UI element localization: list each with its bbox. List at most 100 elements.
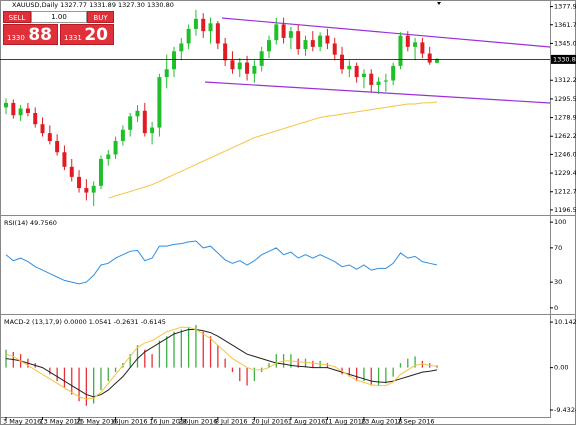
x-tick-label: 23 Aug 2016 [361, 418, 403, 425]
last-price-box [551, 54, 576, 64]
indicator-line [5, 329, 438, 398]
candle-body [113, 141, 118, 155]
candle-body [303, 40, 308, 50]
candle-body [55, 141, 60, 153]
candle-body [325, 35, 330, 44]
candle-body [288, 31, 293, 38]
y-tick-label: 70 [554, 244, 562, 252]
bid-small: 1330 [7, 34, 25, 42]
candle-body [193, 18, 198, 29]
y-tick-label: 1278.90 [554, 114, 576, 122]
candle-body [245, 62, 250, 74]
ask-big: 20 [84, 25, 108, 45]
candle-body [98, 158, 103, 186]
candle-body [369, 73, 374, 85]
channel-line [204, 81, 551, 104]
candle-body [354, 65, 359, 78]
candle-body [405, 35, 410, 47]
y-tick-label: 1262.25 [554, 132, 576, 140]
buy-button[interactable]: BUY [87, 11, 114, 23]
y-tick-label: 1212.75 [554, 188, 576, 196]
candle-body [150, 127, 155, 134]
y-tick-label: 0.00 [554, 364, 568, 372]
candle-body [435, 59, 439, 63]
candle-body [11, 102, 16, 116]
candle-body [186, 28, 191, 44]
lot-input[interactable]: 1.00 [31, 11, 87, 23]
candle-body [413, 42, 418, 47]
candle-body [391, 65, 396, 81]
candle-body [340, 54, 345, 70]
candle-body [172, 51, 177, 70]
x-tick-label: 28 Jun 2016 [178, 418, 217, 425]
candle-body [266, 40, 271, 52]
candle-body [383, 80, 388, 82]
candle-body [259, 51, 264, 66]
candle-body [398, 35, 403, 66]
candle-body [296, 31, 301, 50]
x-tick-label: 25 May 2016 [76, 418, 118, 425]
bid-big: 88 [28, 25, 52, 45]
candle-body [347, 65, 352, 70]
candle-body [252, 65, 257, 74]
macd-title: MACD-2 (13,17,9) 0.0000 1.0541 -0.2631 -… [4, 318, 166, 326]
candle-body [84, 188, 89, 193]
y-tick-label: 1361.70 [554, 21, 576, 29]
candle-body [77, 176, 82, 189]
y-tick-label: 1229.40 [554, 169, 576, 177]
candle-body [40, 124, 45, 134]
candle-body [128, 116, 133, 130]
shift-marker [437, 2, 441, 5]
indicator-line [5, 240, 438, 285]
candle-body [135, 110, 140, 117]
candle-body [4, 102, 8, 108]
y-tick-label: 1312.20 [554, 76, 576, 84]
y-tick-label: 1377.90 [554, 3, 576, 11]
y-tick-label: -9.4324 [554, 406, 576, 414]
candle-body [215, 23, 220, 44]
indicator-line [5, 326, 438, 400]
candle-body [208, 23, 213, 32]
candle-body [310, 40, 315, 47]
y-tick-label: 1246.05 [554, 150, 576, 158]
ask-price[interactable]: 1331 20 [60, 24, 114, 45]
candle-body [25, 108, 30, 113]
candle-body [318, 35, 323, 47]
candle-body [120, 129, 125, 142]
y-tick-label: 1196.55 [554, 206, 576, 214]
x-tick-label: 6 Jun 2016 [113, 418, 148, 425]
candle-body [201, 18, 206, 32]
sell-button[interactable]: SELL [3, 11, 31, 23]
candle-body [18, 108, 23, 116]
candle-body [420, 42, 425, 54]
last-price-label: 1330.80 [553, 55, 576, 63]
candle-body [91, 185, 96, 193]
candle-body [179, 43, 184, 52]
x-tick-label: 3 May 2016 [3, 418, 41, 425]
candle-body [223, 43, 228, 61]
y-tick-label: 0 [554, 304, 558, 312]
candle-body [164, 69, 169, 78]
candle-body [376, 81, 381, 85]
candle-body [33, 112, 38, 125]
candle-body [332, 43, 337, 55]
ask-small: 1331 [64, 34, 82, 42]
y-tick-label: 1345.05 [554, 39, 576, 47]
x-tick-label: 8 Jul 2016 [215, 418, 248, 425]
chart-title: XAUUSD,Daily 1327.77 1331.89 1327.30 133… [12, 1, 174, 9]
candle-body [281, 24, 286, 38]
candle-body [237, 62, 242, 70]
candle-body [142, 110, 147, 134]
candle-body [427, 53, 432, 63]
candle-body [361, 73, 366, 78]
bid-price[interactable]: 1330 88 [3, 24, 58, 45]
candle-body [157, 77, 162, 128]
x-tick-label: 11 Aug 2016 [324, 418, 366, 425]
y-tick-label: 30 [554, 278, 562, 286]
x-tick-label: 1 Aug 2016 [288, 418, 326, 425]
candle-body [106, 154, 111, 159]
candle-body [47, 133, 52, 142]
